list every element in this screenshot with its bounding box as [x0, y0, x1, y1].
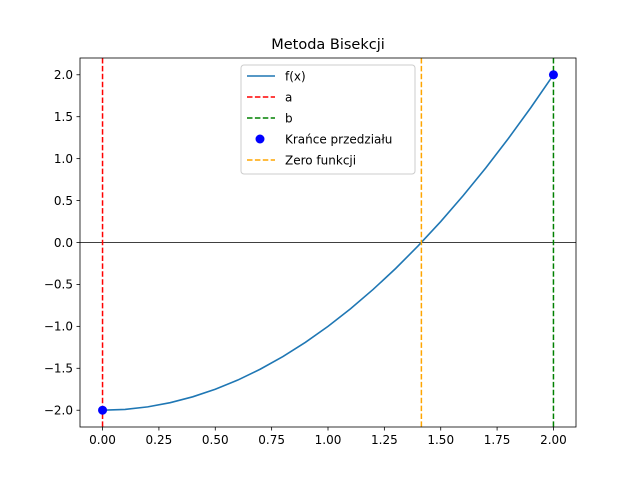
legend-label-b: b [285, 111, 293, 125]
y-tick-label: 0.0 [54, 236, 73, 250]
legend: f(x) ab Krańce przedziału Zero funkcji [240, 64, 416, 175]
scatter-point-0 [98, 405, 108, 415]
x-tick-label: 0.00 [89, 433, 116, 447]
y-tick-label: −0.5 [44, 278, 73, 292]
legend-label-a: a [285, 90, 292, 104]
y-tick-label: −2.0 [44, 404, 73, 418]
x-tick-label: 0.50 [202, 433, 229, 447]
x-tick-label: 0.75 [258, 433, 285, 447]
plot-area [80, 58, 576, 427]
scatter-point-1 [548, 70, 558, 80]
y-tick-label: 0.5 [54, 194, 73, 208]
x-tick-label: 0.25 [146, 433, 173, 447]
chart-title: Metoda Bisekcji [271, 37, 385, 53]
y-tick-label: −1.0 [44, 320, 73, 334]
x-tick-label: 2.00 [540, 433, 567, 447]
legend-box [240, 64, 416, 175]
y-tick-label: 1.5 [54, 110, 73, 124]
legend-marker-kra-ce-przedzia-u [255, 134, 265, 144]
x-tick-label: 1.50 [427, 433, 454, 447]
x-tick-label: 1.00 [315, 433, 342, 447]
plot-marks [80, 58, 576, 427]
axes: 0.00 0.25 0.50 0.75 1.00 1.25 1.50 1.75 2.00 −2.0… [44, 57, 577, 447]
x-tick-label: 1.25 [371, 433, 398, 447]
legend-label-zero-funkcji: Zero funkcji [285, 153, 356, 167]
series-line-f-x [102, 74, 555, 412]
y-tick-label: −1.5 [44, 362, 73, 376]
y-tick-label: 1.0 [54, 152, 73, 166]
legend-label-kra-ce-przedzia-u: Krańce przedziału [285, 132, 392, 146]
legend-label-f-x: f(x) [285, 69, 306, 83]
x-tick-label: 1.75 [484, 433, 511, 447]
y-tick-label: 2.0 [54, 68, 73, 82]
